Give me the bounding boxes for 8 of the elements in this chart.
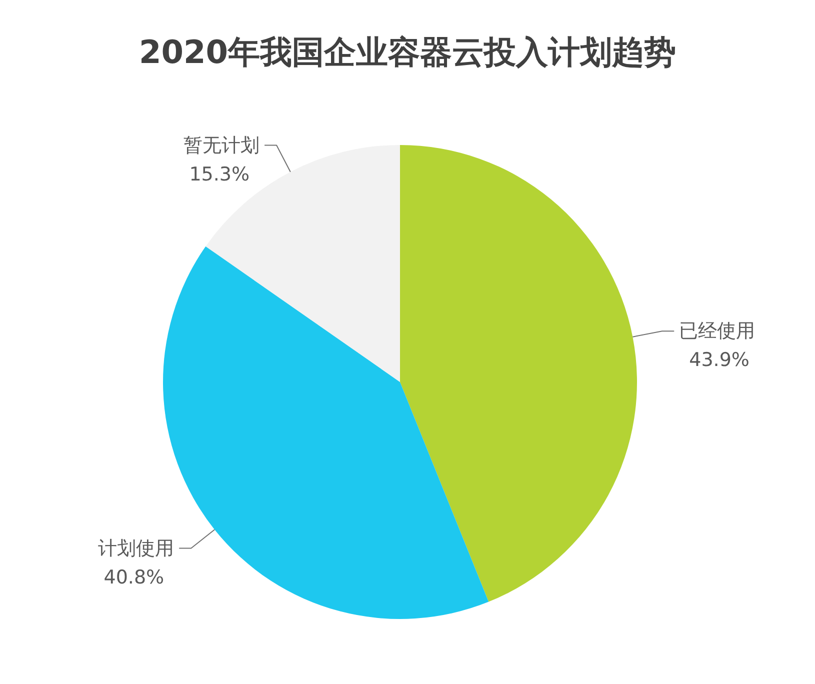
slice-label: 暂无计划 [184, 134, 260, 156]
data-label: 43.9% [689, 349, 750, 372]
pie-slice [400, 145, 637, 602]
chart-title: 2020年我国企业容器云投入计划趋势 [138, 33, 676, 71]
slice-label: 已经使用 [679, 320, 756, 342]
slice-label: 计划使用 [98, 537, 174, 560]
data-label: 40.8% [104, 566, 164, 588]
data-label: 15.3% [189, 163, 250, 186]
